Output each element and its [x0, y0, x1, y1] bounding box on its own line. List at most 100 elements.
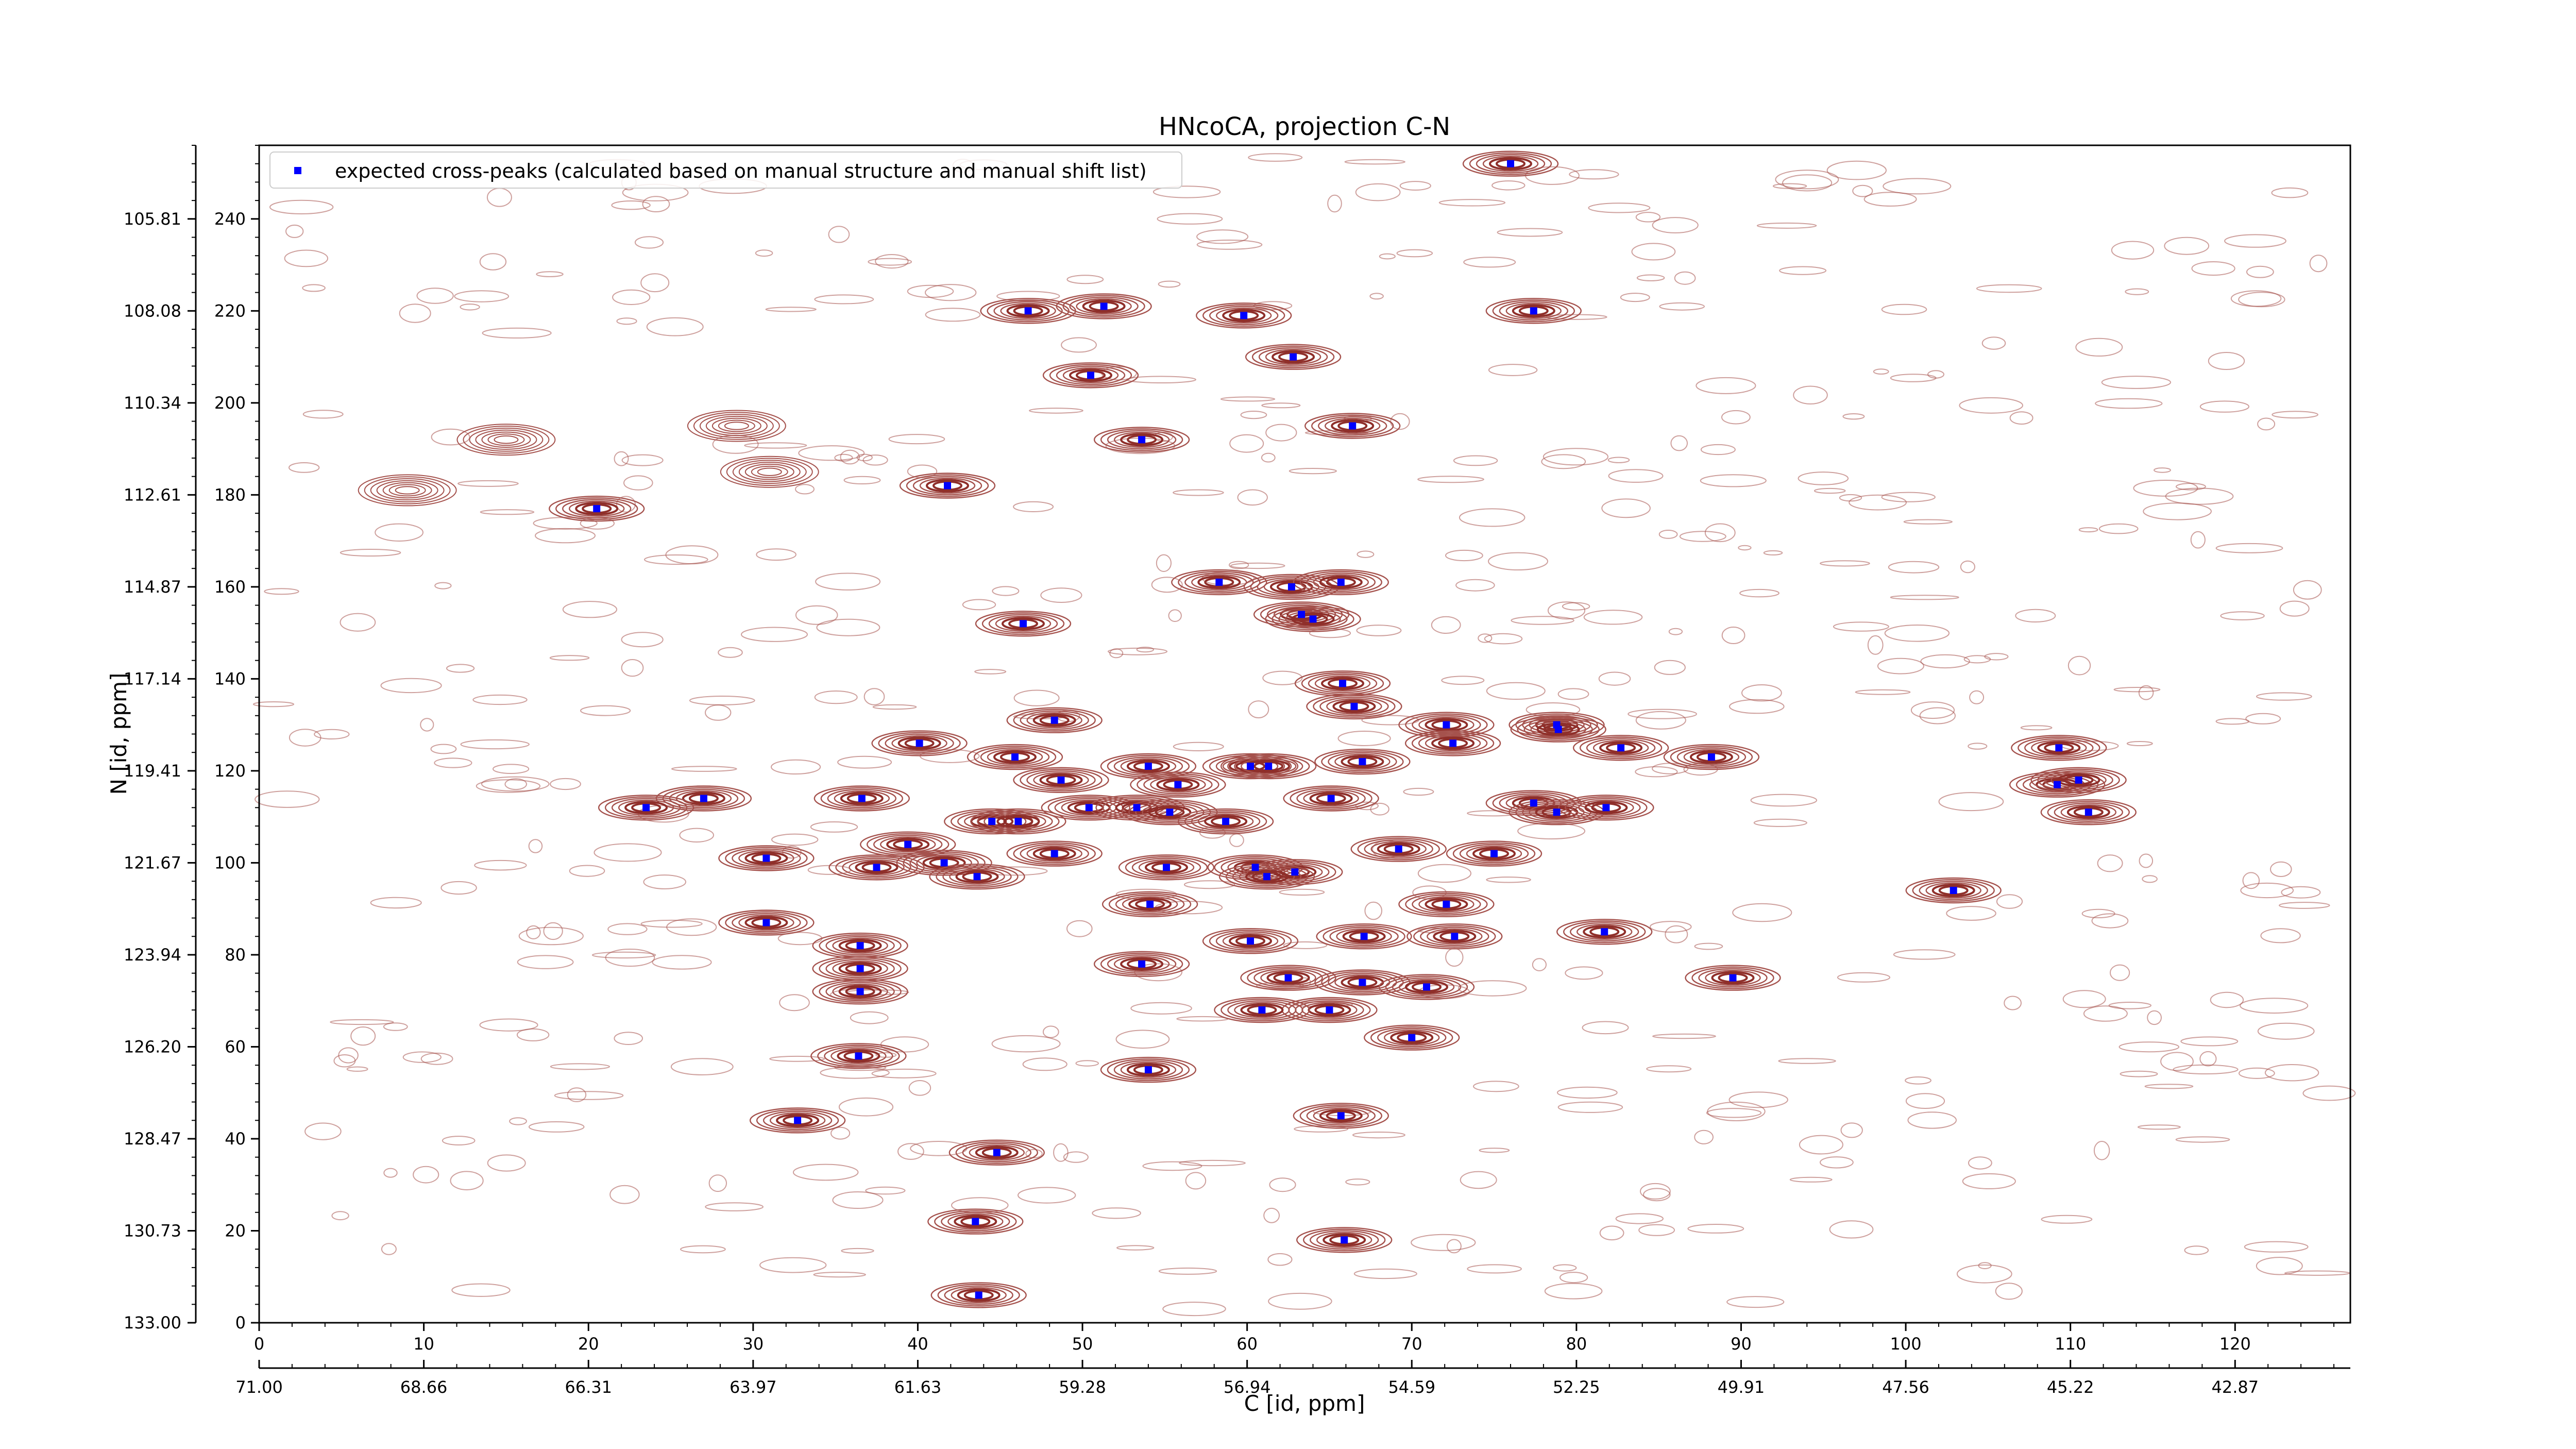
peak-contour: [1155, 807, 1185, 818]
peak-contour: [1247, 966, 1330, 989]
noise-contour: [1799, 1135, 1843, 1155]
peak-contour: [1578, 799, 1634, 816]
peak-contour: [941, 1211, 1010, 1232]
noise-contour: [340, 613, 376, 632]
x-ppm-tick-label: 59.28: [1059, 1377, 1106, 1397]
noise-contour: [1345, 1178, 1370, 1186]
y-tick-label: 80: [225, 945, 246, 965]
peak-contour: [1225, 865, 1309, 888]
noise-contour: [1753, 818, 1807, 827]
noise-contour: [2210, 991, 2244, 1008]
noise-contour: [1826, 160, 1887, 180]
cross-peak-marker: [1443, 721, 1450, 729]
noise-contour: [1040, 587, 1082, 603]
peak-contour: [682, 791, 725, 805]
cross-peak-marker: [1133, 804, 1141, 812]
noise-contour: [815, 572, 881, 591]
peak-contour: [1115, 895, 1185, 914]
peak-contour: [1308, 673, 1378, 694]
noise-contour: [482, 327, 552, 339]
peak-contour: [725, 911, 808, 934]
noise-contour: [1261, 402, 1301, 409]
peak-contour: [1919, 881, 1988, 900]
peak-contour: [1925, 882, 1981, 899]
peak-contour: [828, 854, 925, 881]
noise-contour: [1628, 709, 1698, 719]
noise-contour: [1463, 257, 1516, 268]
noise-contour: [1839, 494, 1862, 502]
noise-contour: [331, 1211, 349, 1221]
y-ppm-tick-label: 126.20: [124, 1037, 181, 1056]
peak-contour: [842, 857, 911, 878]
noise-contour: [1635, 711, 1686, 730]
peak-contour: [1209, 754, 1292, 778]
peak-contour: [967, 744, 1063, 770]
peak-contour: [769, 1112, 826, 1128]
peak-contour: [2073, 807, 2104, 818]
noise-contour: [897, 1143, 924, 1160]
peak-contour: [1329, 1235, 1360, 1245]
cross-peak-marker: [1057, 776, 1065, 784]
peak-contour: [981, 1147, 1012, 1158]
noise-contour: [1228, 561, 1249, 569]
cross-peak-marker: [855, 1052, 862, 1060]
y-tick-label: 200: [214, 393, 246, 413]
noise-contour: [1881, 304, 1927, 315]
peak-contour: [2018, 736, 2100, 760]
peak-contour: [481, 431, 531, 448]
noise-contour: [1497, 228, 1563, 237]
x-ppm-tick-label: 66.31: [565, 1377, 612, 1397]
peak-contour: [947, 1214, 1004, 1230]
noise-contour: [562, 601, 618, 618]
cross-peak-marker: [2075, 776, 2082, 784]
noise-contour: [1968, 1156, 1992, 1170]
noise-contour: [528, 839, 543, 853]
peak-contour: [1397, 1032, 1427, 1043]
peak-contour: [1303, 790, 1359, 807]
contour-layer: [252, 150, 2356, 1317]
noise-contour: [543, 922, 563, 940]
x-tick-label: 60: [1236, 1334, 1258, 1354]
peak-contour: [749, 1107, 846, 1134]
noise-contour: [616, 496, 636, 513]
noise-contour: [1919, 707, 1956, 724]
cross-peak-marker: [700, 795, 707, 802]
peak-contour: [1299, 570, 1383, 594]
cross-peak-marker: [1337, 578, 1345, 586]
noise-contour: [1903, 519, 1953, 525]
peak-contour: [1324, 417, 1381, 434]
peak-contour: [1251, 345, 1335, 368]
noise-contour: [2075, 338, 2123, 357]
noise-contour: [872, 704, 917, 710]
peak-contour: [1062, 295, 1145, 318]
peak-contour: [1126, 759, 1170, 773]
peak-contour: [1107, 954, 1177, 974]
peak-contour: [1323, 1233, 1366, 1247]
peak-contour: [1013, 306, 1043, 316]
noise-contour: [2230, 290, 2282, 307]
peak-contour: [705, 415, 768, 436]
peak-contour: [1120, 433, 1164, 447]
peak-contour: [370, 478, 445, 502]
noise-contour: [1492, 180, 1526, 191]
peak-contour: [1204, 814, 1248, 829]
x-tick-label: 30: [742, 1334, 764, 1354]
peak-contour: [973, 746, 1057, 769]
noise-contour: [1173, 489, 1224, 496]
cross-peak-marker: [1240, 312, 1248, 319]
peak-contour: [963, 1290, 994, 1301]
peak-contour: [1000, 752, 1030, 763]
noise-contour: [868, 258, 912, 266]
noise-contour: [1136, 647, 1155, 653]
noise-contour: [1650, 921, 1692, 933]
peak-contour: [849, 859, 905, 875]
noise-contour: [255, 790, 320, 808]
peak-contour: [1069, 296, 1139, 316]
peak-contour: [861, 862, 892, 873]
noise-contour: [1075, 1060, 1099, 1067]
noise-contour: [1646, 1065, 1692, 1073]
peak-contour: [575, 501, 619, 516]
peak-contour: [1314, 1005, 1345, 1015]
x-tick-label: 120: [2219, 1334, 2251, 1354]
